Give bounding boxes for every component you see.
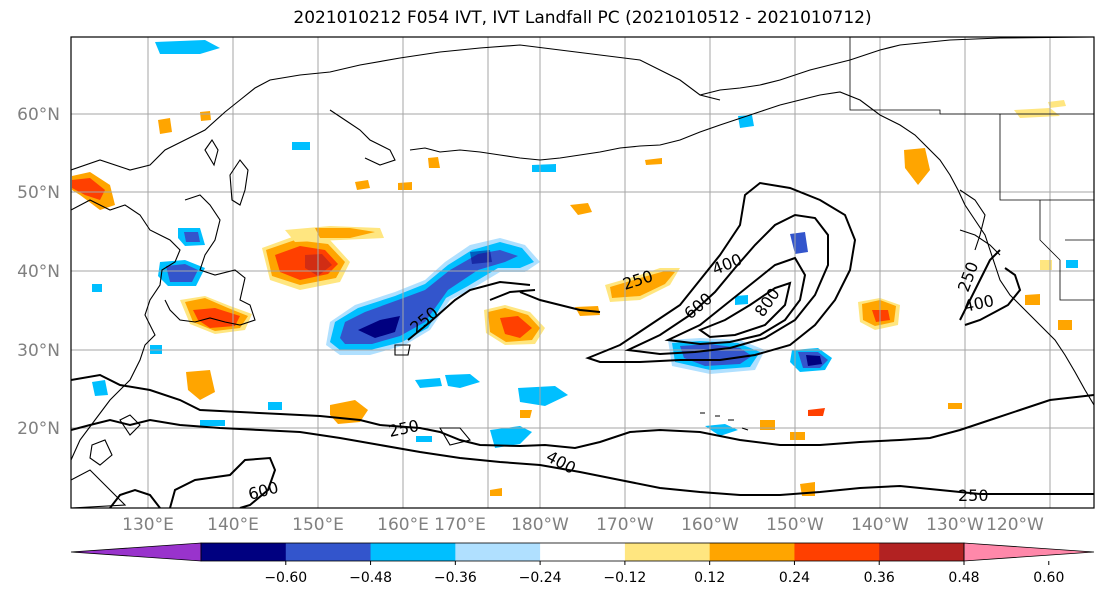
colorbar-extend-high (963, 542, 1095, 562)
graticule (71, 37, 1094, 508)
lon-label: 170°E (434, 515, 486, 535)
colorbar-swatch (709, 543, 795, 561)
lat-label: 30°N (17, 341, 60, 361)
ivt-contours (71, 181, 1094, 508)
colorbar-tick-label: 0.12 (694, 570, 725, 586)
colorbar-swatch (201, 543, 287, 561)
contour-label: 250 (958, 486, 989, 505)
coastlines (71, 37, 1094, 508)
colorbar-swatch (624, 543, 711, 561)
colorbar-swatch (794, 543, 880, 561)
lon-label: 140°E (207, 515, 259, 535)
colorbar: −0.60 −0.48 −0.36 −0.24 −0.12 0.12 0.24 0.36 0.4… (70, 542, 1095, 586)
colorbar-tick-label: 0.24 (779, 570, 810, 586)
colorbar-frame (200, 542, 965, 562)
lon-label: 160°W (681, 515, 739, 535)
lon-axis-labels: 130°E 140°E 150°E 160°E 170°E 180°W 170°… (122, 515, 1044, 535)
colorbar-tick-label: −0.48 (349, 570, 392, 586)
lon-label: 180°W (511, 515, 569, 535)
colorbar-tick-label: 0.48 (948, 570, 979, 586)
lat-label: 20°N (17, 419, 60, 439)
map-frame (70, 36, 1095, 509)
colorbar-swatch (540, 543, 626, 561)
lon-label: 120°W (986, 515, 1044, 535)
map-title: 2021010212 F054 IVT, IVT Landfall PC (20… (293, 8, 872, 28)
colorbar-tick-label: −0.36 (434, 570, 477, 586)
lon-label: 140°W (851, 515, 909, 535)
colorbar-extend-low (70, 542, 202, 562)
lat-label: 60°N (17, 105, 60, 125)
map-plot-area: 250 400 600 800 250 250 400 250 400 600 … (71, 37, 1094, 508)
lon-label: 150°W (766, 515, 824, 535)
colorbar-swatch (879, 543, 965, 561)
colorbar-tick-label: 0.60 (1033, 570, 1064, 586)
colorbar-swatch (285, 543, 372, 561)
lat-label: 50°N (17, 183, 60, 203)
colorbar-tick-label: 0.36 (864, 570, 895, 586)
colorbar-tick-label: −0.24 (519, 570, 562, 586)
lon-label: 150°E (292, 515, 344, 535)
colorbar-tick-label: −0.60 (264, 570, 307, 586)
colorbar-swatch (370, 543, 456, 561)
shading-layer (72, 40, 1078, 496)
borders (849, 37, 1094, 301)
colorbar-tick-label: −0.12 (603, 570, 646, 586)
lon-label: 130°E (122, 515, 174, 535)
lat-label: 40°N (17, 262, 60, 282)
lat-axis-labels: 60°N 50°N 40°N 30°N 20°N (17, 105, 60, 439)
lon-label: 170°W (596, 515, 654, 535)
lon-label: 130°W (926, 515, 984, 535)
lon-label: 160°E (377, 515, 429, 535)
colorbar-swatch (455, 543, 541, 561)
